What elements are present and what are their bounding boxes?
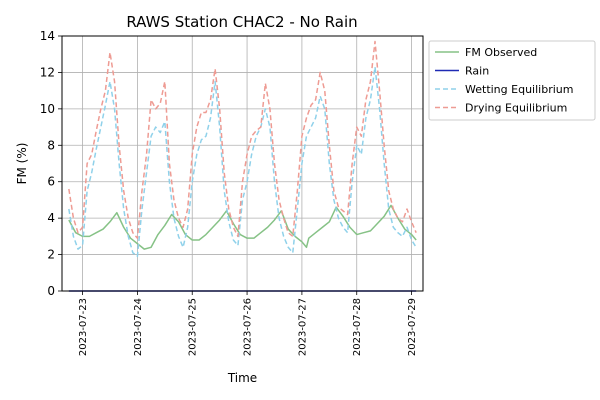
legend-box xyxy=(428,40,596,121)
chart-title: RAWS Station CHAC2 - No Rain xyxy=(126,13,357,31)
x-tick-label: 2023-07-28 xyxy=(352,298,363,356)
ticks: 0 2 4 6 8 10 12 14 2023-07-23 2023-07-24 2023-07-2… xyxy=(40,29,418,356)
y-tick-label: 8 xyxy=(47,138,55,152)
legend-label: Drying Equilibrium xyxy=(465,102,567,115)
y-tick-label: 2 xyxy=(47,248,55,262)
series-line-fm-observed xyxy=(68,204,417,250)
x-tick-label: 2023-07-25 xyxy=(188,298,199,356)
legend: FM Observed Rain Wetting Equilibrium Drying… xyxy=(428,40,596,121)
x-tick-label: 2023-07-23 xyxy=(78,298,89,356)
y-tick-label: 4 xyxy=(47,211,55,225)
y-tick-label: 14 xyxy=(40,29,55,43)
plot-frame xyxy=(61,35,424,292)
x-tick-label: 2023-07-24 xyxy=(133,298,144,356)
legend-label: Wetting Equilibrium xyxy=(465,83,573,96)
y-tick-label: 0 xyxy=(47,284,55,298)
y-tick-label: 12 xyxy=(40,65,55,79)
y-tick-label: 6 xyxy=(47,175,55,189)
x-axis-label: Time xyxy=(227,371,257,385)
y-axis-label: FM (%) xyxy=(15,143,29,185)
series-line-wetting-equilibrium xyxy=(68,66,417,258)
x-tick-label: 2023-07-26 xyxy=(243,298,254,356)
x-tick-label: 2023-07-27 xyxy=(297,298,308,356)
y-tick-label: 10 xyxy=(40,102,55,116)
legend-label: Rain xyxy=(465,65,489,78)
x-tick-label: 2023-07-29 xyxy=(407,298,418,356)
legend-label: FM Observed xyxy=(465,46,537,59)
series-line-drying-equilibrium xyxy=(68,40,417,239)
